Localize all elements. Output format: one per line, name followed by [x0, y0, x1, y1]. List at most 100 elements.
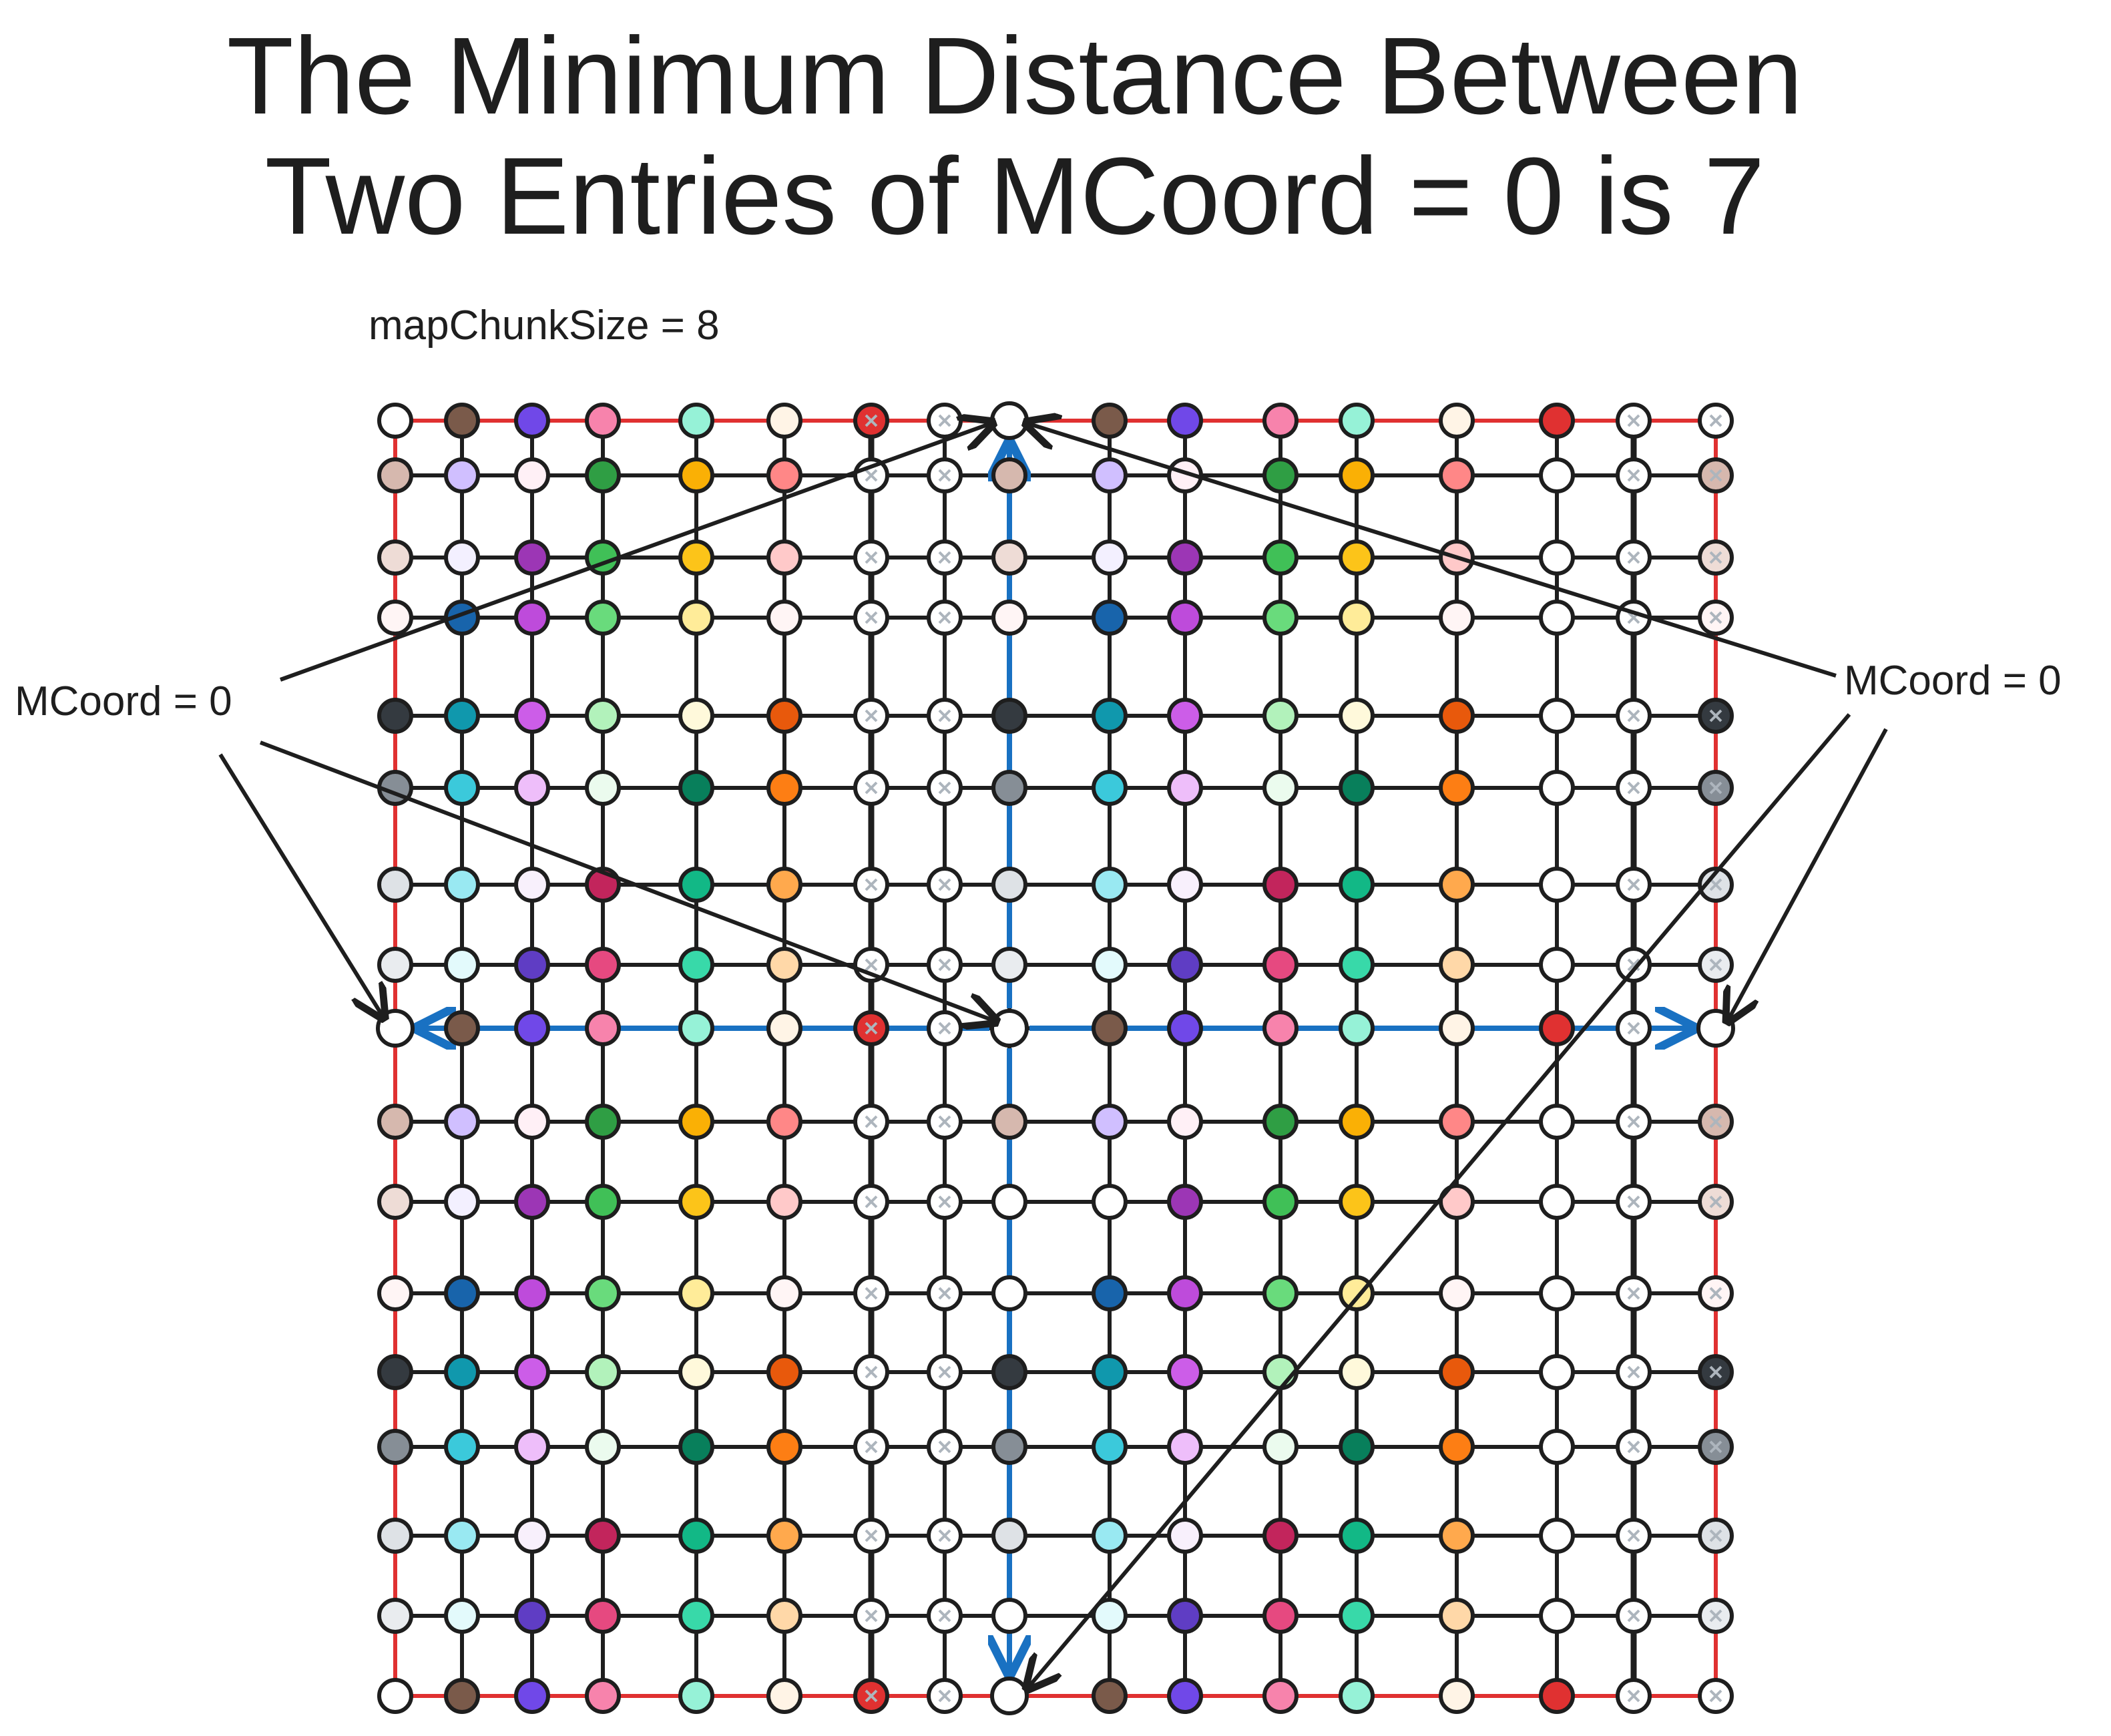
cross-mark — [865, 1195, 878, 1209]
grid-node — [991, 1184, 1027, 1220]
right-mcoord-label: MCoord = 0 — [1844, 658, 2062, 704]
grid-node — [377, 403, 413, 439]
grid-node — [1167, 1010, 1203, 1046]
grid-node — [991, 1104, 1027, 1140]
cross-mark — [1709, 1609, 1722, 1622]
grid-node — [1167, 1104, 1203, 1140]
grid-node — [1092, 1354, 1128, 1390]
cross-mark — [938, 1609, 951, 1622]
cross-mark — [865, 1440, 878, 1454]
grid-node — [678, 1678, 714, 1714]
grid-node — [1539, 867, 1575, 903]
grid-node — [1439, 1010, 1475, 1046]
grid-node — [1262, 1598, 1299, 1634]
grid-node — [678, 1184, 714, 1220]
grid-node — [1539, 947, 1575, 983]
grid-node — [585, 770, 621, 806]
grid-node — [377, 1518, 413, 1554]
grid-node — [766, 1518, 802, 1554]
grid-node — [766, 947, 802, 983]
cross-mark — [865, 1115, 878, 1128]
grid-node — [1439, 457, 1475, 493]
cross-mark — [865, 781, 878, 795]
grid-node — [585, 1429, 621, 1465]
grid-node — [1167, 457, 1203, 493]
grid-node — [514, 1678, 550, 1714]
grid-node — [444, 1010, 480, 1046]
grid-node — [766, 1010, 802, 1046]
cross-mark — [865, 414, 878, 427]
cross-mark — [938, 414, 951, 427]
grid-node — [1339, 1275, 1375, 1311]
grid-node — [1167, 1518, 1203, 1554]
grid-node — [766, 600, 802, 636]
cross-mark — [865, 958, 878, 971]
grid-node — [1262, 1184, 1299, 1220]
cross-mark — [1627, 878, 1640, 891]
grid-node — [585, 1010, 621, 1046]
grid-node — [444, 1429, 480, 1465]
arrow-right-to-right-edge — [1729, 728, 1888, 1018]
grid-node — [377, 600, 413, 636]
grid-node — [678, 403, 714, 439]
cross-mark — [865, 709, 878, 722]
grid-node — [444, 1678, 480, 1714]
grid-node — [1262, 1429, 1299, 1465]
grid-node — [585, 457, 621, 493]
grid-node — [444, 1104, 480, 1140]
grid-node — [766, 1598, 802, 1634]
grid-node — [1539, 770, 1575, 806]
cross-mark — [1709, 414, 1722, 427]
grid-node — [1439, 403, 1475, 439]
grid-node — [444, 403, 480, 439]
grid-node — [444, 1354, 480, 1390]
grid-node — [377, 1354, 413, 1390]
grid-node — [1092, 1104, 1128, 1140]
grid-node — [678, 1010, 714, 1046]
grid-node — [514, 1429, 550, 1465]
grid-node — [991, 457, 1027, 493]
grid-node — [444, 1275, 480, 1311]
grid-node — [1339, 1678, 1375, 1714]
grid-node — [1339, 770, 1375, 806]
grid-node — [766, 1354, 802, 1390]
grid-node — [766, 698, 802, 734]
grid-node — [377, 1678, 413, 1714]
grid-node — [444, 947, 480, 983]
grid-node — [1092, 1184, 1128, 1220]
grid-node — [766, 1429, 802, 1465]
grid-node — [377, 1104, 413, 1140]
grid-node — [1539, 1275, 1575, 1311]
cross-mark — [1709, 1440, 1722, 1454]
grid-node — [514, 698, 550, 734]
grid-node — [1439, 770, 1475, 806]
cross-mark — [1627, 551, 1640, 564]
grid-node — [444, 1518, 480, 1554]
grid-node — [991, 867, 1027, 903]
grid-node — [678, 770, 714, 806]
grid-node — [678, 539, 714, 576]
cross-mark — [938, 1365, 951, 1379]
grid-node — [1339, 600, 1375, 636]
cross-mark — [865, 469, 878, 482]
cross-mark — [865, 878, 878, 891]
grid-node — [1539, 1518, 1575, 1554]
grid-node — [1167, 600, 1203, 636]
grid-node — [585, 947, 621, 983]
mcoord-zero-node — [990, 1009, 1029, 1048]
grid-node — [514, 1275, 550, 1311]
grid-node — [678, 867, 714, 903]
cross-mark — [1709, 958, 1722, 971]
grid-node — [377, 1184, 413, 1220]
cross-mark — [938, 1689, 951, 1703]
grid-node — [1439, 1598, 1475, 1634]
grid-node — [1539, 457, 1575, 493]
grid-node — [585, 1678, 621, 1714]
cross-mark — [1709, 611, 1722, 624]
cross-mark — [865, 1365, 878, 1379]
grid-node — [1439, 947, 1475, 983]
cross-mark — [1709, 469, 1722, 482]
arrow-right-to-top — [1029, 424, 1837, 678]
grid-node — [444, 698, 480, 734]
cross-mark — [1627, 1689, 1640, 1703]
